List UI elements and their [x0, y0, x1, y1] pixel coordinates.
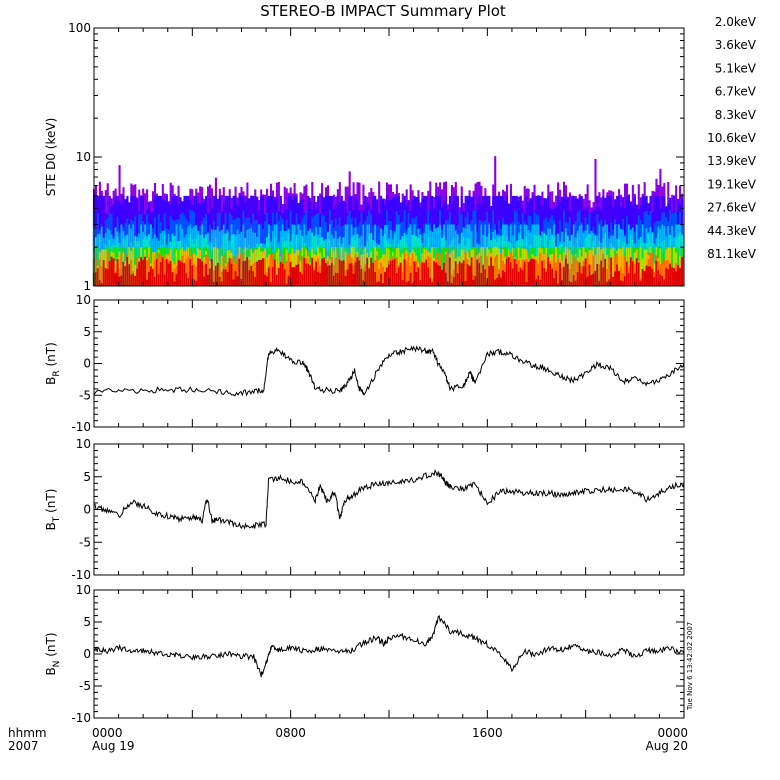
y-tick-label: 5 [83, 615, 91, 629]
time-axis-corner-bottom: 2007 [8, 739, 39, 753]
legend-item-3.6keV: 3.6keV [715, 38, 757, 52]
plot-title: STEREO-B IMPACT Summary Plot [260, 2, 506, 20]
time-axis-corner-top: hhmm [8, 726, 47, 740]
time-tick-label: 0000 [92, 726, 123, 740]
panel-frame-1 [93, 299, 685, 428]
y-tick-label: 10 [76, 583, 91, 597]
y-tick-label: 5 [83, 470, 91, 484]
y-tick-label: 5 [83, 325, 91, 339]
legend-item-2.0keV: 2.0keV [715, 15, 757, 29]
y-tick-label: 1 [83, 279, 91, 293]
b-N-line [93, 614, 685, 678]
y-tick-label: 0 [83, 357, 91, 371]
legend-item-8.3keV: 8.3keV [715, 108, 757, 122]
time-tick-label: 0800 [275, 726, 306, 740]
legend-item-10.6keV: 10.6keV [707, 131, 757, 145]
time-tick-label: 0000 [657, 726, 688, 740]
timestamp-label: Tue Nov 6 13:42:02 2007 [686, 622, 694, 711]
legend-item-19.1keV: 19.1keV [707, 177, 757, 191]
y-axis-label-bn: BN (nT) [44, 632, 62, 675]
spectrogram-panel: 1 10 100 STE D0 (keV) [44, 21, 685, 293]
y-tick-label: -5 [79, 535, 91, 549]
y-tick-label: -10 [71, 568, 91, 582]
panel-frame-2 [93, 443, 685, 576]
y-tick-label: 10 [76, 293, 91, 307]
y-tick-label: 10 [76, 437, 91, 451]
y-tick-label: -5 [79, 388, 91, 402]
y-tick-label: 0 [83, 503, 91, 517]
y-tick-label: 10 [76, 150, 91, 164]
y-tick-label: 100 [68, 21, 91, 35]
b-panel-R: 10 5 0 -5 -10 BR (nT) [44, 293, 685, 434]
energy-legend: 2.0keV 3.6keV 5.1keV 6.7keV 8.3keV 10.6keV 13.… [707, 15, 757, 261]
legend-item-5.1keV: 5.1keV [715, 61, 757, 75]
y-axis-label-br: BR (nT) [44, 342, 62, 385]
legend-item-13.9keV: 13.9keV [707, 154, 757, 168]
y-axis-label-bt: BT (nT) [44, 489, 62, 531]
b-panel-N: 10 5 0 -5 -10 BN (nT) [44, 583, 685, 725]
legend-item-27.6keV: 27.6keV [707, 201, 757, 215]
y-tick-label: -10 [71, 420, 91, 434]
y-tick-label: 0 [83, 647, 91, 661]
time-tick-label: 1600 [472, 726, 503, 740]
b-R-line [93, 345, 685, 397]
date-tick-label: Aug 19 [92, 739, 135, 753]
legend-item-81.1keV: 81.1keV [707, 247, 757, 261]
legend-item-44.3keV: 44.3keV [707, 224, 757, 238]
date-tick-label: Aug 20 [645, 739, 688, 753]
y-axis-label-ste: STE D0 (keV) [44, 118, 58, 197]
legend-item-6.7keV: 6.7keV [715, 85, 757, 99]
y-tick-label: -5 [79, 679, 91, 693]
y-tick-label: -10 [71, 711, 91, 725]
b-T-line [93, 468, 685, 530]
b-panel-T: 10 5 0 -5 -10 BT (nT) [44, 437, 685, 582]
